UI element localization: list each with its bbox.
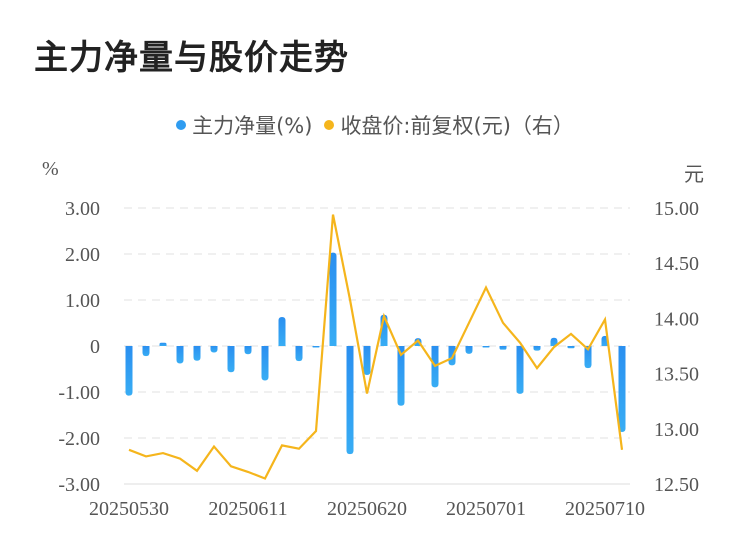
x-tick-label: 20250710: [565, 498, 645, 520]
left-tick-label: 1.00: [65, 290, 100, 312]
bar[interactable]: [295, 346, 303, 362]
bar[interactable]: [142, 346, 150, 357]
price-line[interactable]: [128, 214, 624, 480]
bar[interactable]: [499, 346, 507, 350]
bar[interactable]: [567, 346, 575, 349]
right-tick-label: 12.50: [654, 474, 699, 496]
x-tick-label: 20250620: [327, 498, 407, 520]
x-axis-ticks: 20250530 20250611 20250620 20250701 20250710: [89, 498, 645, 520]
right-tick-label: 14.50: [654, 253, 699, 275]
bar[interactable]: [550, 337, 558, 346]
legend-item-net-volume[interactable]: 主力净量(%): [176, 110, 312, 140]
legend-label: 收盘价:前复权(元)（右）: [340, 114, 574, 138]
left-tick-label: 2.00: [65, 244, 100, 266]
bar[interactable]: [193, 346, 201, 361]
bar[interactable]: [584, 346, 592, 369]
x-tick-label: 20250611: [208, 498, 287, 520]
left-tick-label: 3.00: [65, 198, 100, 220]
bar[interactable]: [363, 346, 371, 375]
chart-title: 主力净量与股价走势: [34, 38, 349, 78]
bar[interactable]: [176, 346, 184, 364]
right-axis-ticks: 15.00 14.50 14.00 13.50 13.00 12.50: [654, 198, 699, 496]
bar[interactable]: [125, 346, 133, 396]
left-axis-unit: %: [42, 158, 59, 180]
left-tick-label: -3.00: [58, 474, 100, 496]
legend-label: 主力净量(%): [192, 114, 313, 138]
left-tick-label: 0: [90, 336, 100, 358]
bar[interactable]: [465, 346, 473, 354]
bar[interactable]: [227, 346, 235, 373]
line-series-close-price: [128, 214, 624, 480]
bar[interactable]: [516, 346, 524, 394]
legend-dot-blue-icon: [176, 120, 187, 130]
bar[interactable]: [278, 317, 286, 346]
bar-series-net-volume: [125, 252, 626, 455]
right-axis-unit: 元: [684, 164, 704, 186]
bar[interactable]: [261, 346, 269, 381]
bar[interactable]: [329, 252, 337, 346]
left-axis-ticks: 3.00 2.00 1.00 0 -1.00 -2.00 -3.00: [58, 198, 100, 496]
bar[interactable]: [533, 346, 541, 351]
legend-dot-orange-icon: [324, 120, 335, 130]
x-tick-label: 20250701: [446, 498, 526, 520]
bar[interactable]: [210, 346, 218, 353]
legend-item-close-price[interactable]: 收盘价:前复权(元)（右）: [324, 110, 574, 140]
right-tick-label: 15.00: [654, 198, 699, 220]
legend: 主力净量(%) 收盘价:前复权(元)（右）: [0, 110, 750, 140]
bar[interactable]: [244, 346, 252, 355]
x-tick-label: 20250530: [89, 498, 169, 520]
left-tick-label: -1.00: [58, 382, 100, 404]
bar[interactable]: [397, 346, 405, 406]
left-tick-label: -2.00: [58, 428, 100, 450]
right-tick-label: 13.50: [654, 364, 699, 386]
bar[interactable]: [346, 346, 354, 455]
bar[interactable]: [482, 346, 490, 348]
bar[interactable]: [312, 346, 320, 348]
bar[interactable]: [159, 342, 167, 346]
bar[interactable]: [618, 346, 626, 433]
right-tick-label: 13.00: [654, 419, 699, 441]
right-tick-label: 14.00: [654, 308, 699, 330]
